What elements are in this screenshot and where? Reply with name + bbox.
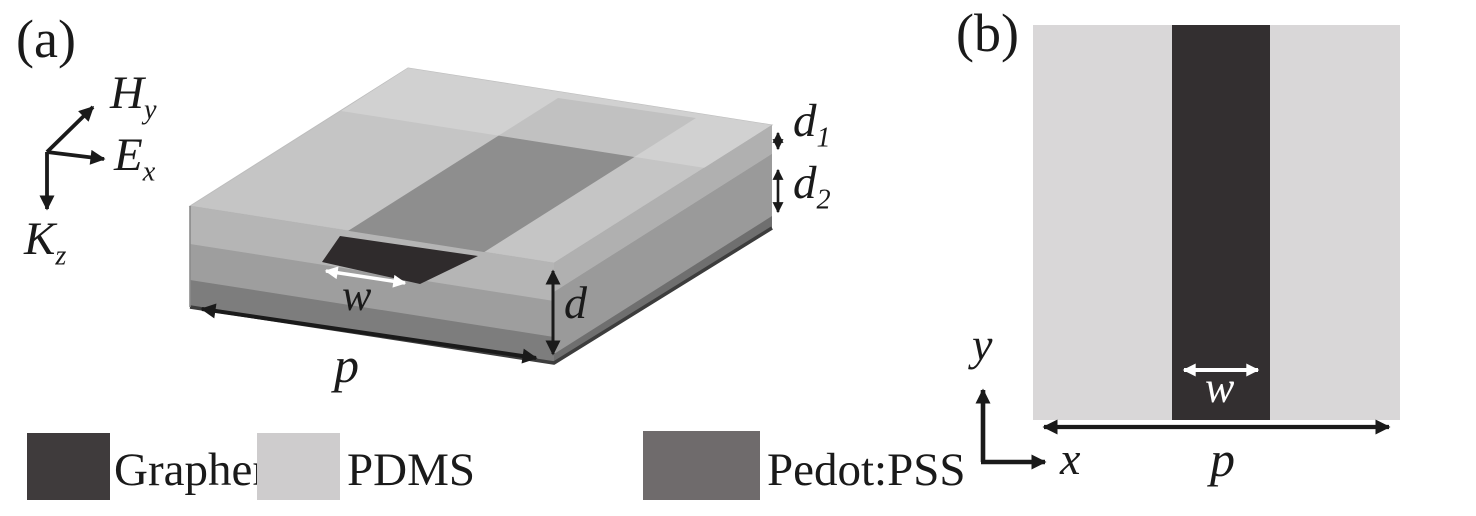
- panel-a-tag-text: (a): [16, 9, 76, 69]
- topview-graphene-stripe: [1172, 25, 1270, 420]
- dim-label-d1-main: d: [793, 95, 817, 147]
- dim-label-d2-main: d: [793, 157, 817, 209]
- legend-swatch-pedot: [643, 431, 760, 500]
- graphene-front-face: [322, 236, 478, 284]
- dim-label-w-topview-text: w: [1205, 363, 1235, 412]
- axis-label-y: y: [972, 322, 992, 368]
- legend-label-pdms: PDMS: [347, 447, 475, 494]
- pedot-right-face: [554, 125, 772, 363]
- pdms-right-d1-band: [554, 125, 772, 292]
- hy-axis-arrow: [45, 105, 95, 154]
- legend-swatch-graphene: [27, 433, 110, 500]
- p-dimension-arrow-3d: [200, 303, 538, 364]
- w-dimension-arrow-3d: [324, 266, 407, 288]
- dim-label-p-3d: p: [334, 340, 359, 390]
- panel-b-tag: (b): [956, 6, 1019, 60]
- dim-label-p-3d-text: p: [334, 337, 359, 393]
- dim-label-d2-sub: 2: [816, 184, 831, 216]
- axis-label-ex: Ex: [114, 132, 155, 187]
- dim-label-w-topview: w: [1205, 366, 1234, 410]
- dim-label-d: d: [564, 280, 587, 326]
- legend-swatch-pdms: [257, 433, 340, 500]
- axis-label-hy-sub: y: [143, 94, 157, 126]
- dim-label-p-topview: p: [1210, 434, 1235, 484]
- legend-label-pdms-text: PDMS: [347, 444, 476, 496]
- panel-a-tag: (a): [16, 12, 76, 66]
- axis-label-x-text: x: [1060, 433, 1081, 484]
- axis-label-hy-main: H: [110, 67, 144, 119]
- pdms-right-d2-band: [554, 154, 772, 354]
- dim-label-d2: d2: [793, 160, 831, 215]
- axis-label-x: x: [1060, 436, 1080, 482]
- axis-label-kz-sub: z: [55, 240, 67, 272]
- axis-label-hy: Hy: [110, 70, 156, 125]
- legend-label-pedot-text: Pedot:PSS: [767, 444, 966, 496]
- dim-label-p-topview-text: p: [1210, 431, 1235, 487]
- dim-label-d1-sub: 1: [816, 122, 831, 154]
- axis-label-kz: Kz: [24, 216, 66, 271]
- dim-label-d-text: d: [564, 277, 587, 328]
- panel-b-tag-text: (b): [956, 3, 1019, 63]
- pdms-top-back-band: [341, 68, 772, 168]
- dim-label-w-3d-text: w: [342, 271, 372, 320]
- axis-label-ex-main: E: [114, 129, 143, 181]
- axis-label-ex-sub: x: [142, 156, 156, 188]
- dim-label-w-3d: w: [342, 274, 371, 318]
- axis-label-kz-main: K: [24, 213, 56, 265]
- ex-axis-arrow: [46, 149, 106, 165]
- axis-label-y-text: y: [972, 319, 993, 370]
- legend-label-pedot: Pedot:PSS: [767, 447, 966, 494]
- dim-label-d1: d1: [793, 98, 831, 153]
